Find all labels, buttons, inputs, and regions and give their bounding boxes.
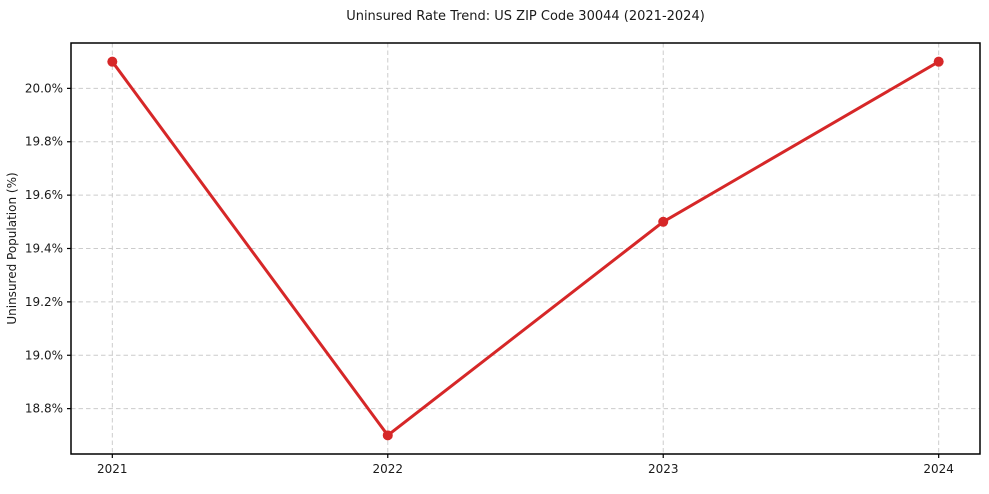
x-tick-label: 2022 — [372, 462, 403, 476]
y-tick-label: 19.6% — [25, 188, 63, 202]
x-tick-labels: 2021 2022 2023 2024 — [97, 462, 954, 476]
plot-border — [70, 42, 981, 455]
data-point — [382, 430, 393, 441]
y-tick-label: 19.8% — [25, 135, 63, 149]
data-point — [933, 56, 944, 67]
chart-title: Uninsured Rate Trend: US ZIP Code 30044 … — [346, 9, 705, 24]
data-point — [658, 216, 669, 227]
y-tick-label: 19.4% — [25, 242, 63, 256]
y-tick-label: 19.2% — [25, 295, 63, 309]
data-point — [107, 56, 118, 67]
y-tick-labels: 18.8% 19.0% 19.2% 19.4% 19.6% 19.8% 20.0% — [25, 81, 63, 415]
gridlines — [71, 43, 980, 454]
x-tick-label: 2023 — [648, 462, 679, 476]
y-tick-label: 19.0% — [25, 348, 63, 362]
y-tick-label: 18.8% — [25, 402, 63, 416]
x-tick-label: 2024 — [923, 462, 954, 476]
y-axis-label: Uninsured Population (%) — [5, 172, 19, 324]
x-tick-label: 2021 — [97, 462, 128, 476]
data-series — [107, 56, 944, 441]
trend-line — [110, 60, 941, 437]
y-tick-label: 20.0% — [25, 81, 63, 95]
